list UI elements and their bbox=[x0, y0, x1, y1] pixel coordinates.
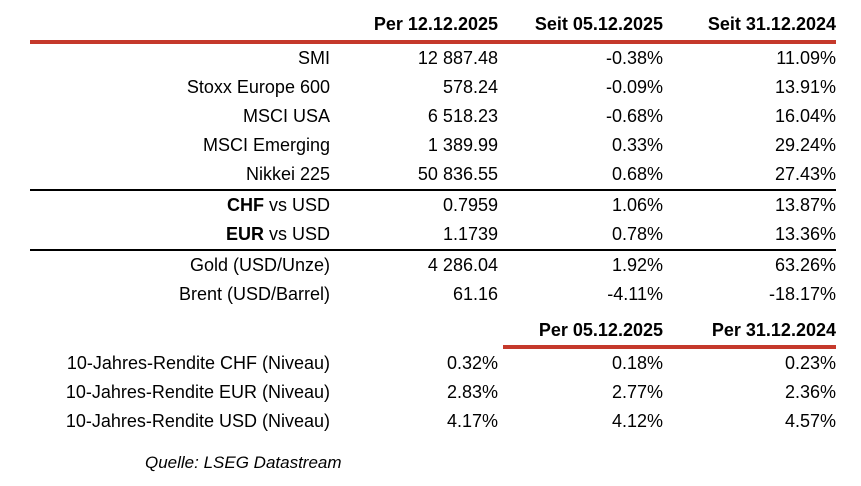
cell-value: 0.68% bbox=[611, 164, 663, 184]
cell-value: -4.11% bbox=[607, 284, 663, 304]
row-label: 10-Jahres-Rendite CHF (Niveau) bbox=[66, 353, 330, 373]
cell-value: 2.83% bbox=[446, 382, 498, 402]
table-row: 10-Jahres-Rendite CHF (Niveau) 0.32% 0.18%… bbox=[30, 349, 836, 378]
divider-line-below-fx bbox=[30, 249, 836, 251]
cell-value: -0.38% bbox=[605, 48, 663, 68]
indices-section: SMI 12 887.48 -0.38% 11.09% Stoxx Europe 600… bbox=[30, 44, 836, 189]
table-row: 10-Jahres-Rendite EUR (Niveau) 2.83% 2.77%… bbox=[30, 378, 836, 407]
table-row: SMI 12 887.48 -0.38% 11.09% bbox=[30, 44, 836, 73]
cell-value: 50 836.55 bbox=[417, 164, 498, 184]
row-label: 10-Jahres-Rendite EUR (Niveau) bbox=[65, 382, 330, 402]
table-row: Nikkei 225 50 836.55 0.68% 27.43% bbox=[30, 160, 836, 189]
table-row: CHF vs USD 0.7959 1.06% 13.87% bbox=[30, 191, 836, 220]
table-row: Brent (USD/Barrel) 61.16 -4.11% -18.17% bbox=[30, 280, 836, 309]
row-label: Brent (USD/Barrel) bbox=[178, 284, 330, 304]
cell-value: 0.33% bbox=[611, 135, 663, 155]
column-header-seit-week: Seit 05.12.2025 bbox=[534, 14, 663, 34]
row-label: EUR vs USD bbox=[225, 224, 330, 244]
table-row: MSCI USA 6 518.23 -0.68% 16.04% bbox=[30, 102, 836, 131]
cell-value: 6 518.23 bbox=[427, 106, 498, 126]
cell-value: 2.77% bbox=[611, 382, 663, 402]
header-empty-cell bbox=[330, 316, 498, 345]
column-header-per-yearend: Per 31.12.2024 bbox=[711, 320, 836, 340]
market-overview-table: Per 12.12.2025 Seit 05.12.2025 Seit 31.1… bbox=[30, 10, 836, 477]
cell-value: 1 389.99 bbox=[427, 135, 498, 155]
cell-value: 0.32% bbox=[446, 353, 498, 373]
table-row: EUR vs USD 1.1739 0.78% 13.36% bbox=[30, 220, 836, 249]
cell-value: 13.36% bbox=[774, 224, 836, 244]
commodities-section: Gold (USD/Unze) 4 286.04 1.92% 63.26% Brent … bbox=[30, 251, 836, 309]
header-empty-cell bbox=[30, 10, 330, 39]
source-note: Quelle: LSEG Datastream bbox=[145, 453, 342, 472]
cell-value: 16.04% bbox=[774, 106, 836, 126]
column-header-seit-year: Seit 31.12.2024 bbox=[707, 14, 836, 34]
row-label: Nikkei 225 bbox=[245, 164, 330, 184]
second-header-underline-rule bbox=[503, 345, 836, 349]
cell-value: 0.18% bbox=[611, 353, 663, 373]
cell-value: -18.17% bbox=[768, 284, 836, 304]
cell-value: 13.91% bbox=[774, 77, 836, 97]
currencies-section: CHF vs USD 0.7959 1.06% 13.87% EUR vs USD 1.1… bbox=[30, 191, 836, 249]
cell-value: 29.24% bbox=[774, 135, 836, 155]
table-header-row: Per 12.12.2025 Seit 05.12.2025 Seit 31.1… bbox=[30, 10, 836, 39]
header-empty-cell bbox=[30, 316, 330, 345]
divider-line-above-fx bbox=[30, 189, 836, 191]
cell-value: 61.16 bbox=[452, 284, 498, 304]
cell-value: 2.36% bbox=[784, 382, 836, 402]
table-row: MSCI Emerging 1 389.99 0.33% 29.24% bbox=[30, 131, 836, 160]
cell-value: 1.06% bbox=[611, 195, 663, 215]
cell-value: 0.23% bbox=[784, 353, 836, 373]
table-row: Gold (USD/Unze) 4 286.04 1.92% 63.26% bbox=[30, 251, 836, 280]
cell-value: 4.17% bbox=[446, 411, 498, 431]
cell-value: -0.68% bbox=[605, 106, 663, 126]
row-label: Gold (USD/Unze) bbox=[189, 255, 330, 275]
cell-value: 4.12% bbox=[611, 411, 663, 431]
cell-value: -0.09% bbox=[605, 77, 663, 97]
cell-value: 4 286.04 bbox=[427, 255, 498, 275]
row-label: SMI bbox=[297, 48, 330, 68]
cell-value: 27.43% bbox=[774, 164, 836, 184]
row-label: Stoxx Europe 600 bbox=[186, 77, 330, 97]
cell-value: 4.57% bbox=[784, 411, 836, 431]
cell-value: 1.92% bbox=[611, 255, 663, 275]
cell-value: 578.24 bbox=[442, 77, 498, 97]
cell-value: 13.87% bbox=[774, 195, 836, 215]
second-header-row: Per 05.12.2025 Per 31.12.2024 bbox=[30, 316, 836, 345]
section-gap bbox=[30, 309, 836, 316]
cell-value: 0.7959 bbox=[442, 195, 498, 215]
row-label: MSCI USA bbox=[242, 106, 330, 126]
yields-section: 10-Jahres-Rendite CHF (Niveau) 0.32% 0.18%… bbox=[30, 349, 836, 436]
column-header-per-date: Per 12.12.2025 bbox=[373, 14, 498, 34]
cell-value: 12 887.48 bbox=[417, 48, 498, 68]
header-underline-rule bbox=[30, 40, 836, 44]
row-label: CHF vs USD bbox=[226, 195, 330, 215]
cell-value: 0.78% bbox=[611, 224, 663, 244]
cell-value: 1.1739 bbox=[442, 224, 498, 244]
column-header-per-week: Per 05.12.2025 bbox=[538, 320, 663, 340]
table-row: Stoxx Europe 600 578.24 -0.09% 13.91% bbox=[30, 73, 836, 102]
cell-value: 63.26% bbox=[774, 255, 836, 275]
row-label: MSCI Emerging bbox=[202, 135, 330, 155]
row-label: 10-Jahres-Rendite USD (Niveau) bbox=[65, 411, 330, 431]
cell-value: 11.09% bbox=[776, 48, 836, 68]
table-row: 10-Jahres-Rendite USD (Niveau) 4.17% 4.12%… bbox=[30, 407, 836, 436]
